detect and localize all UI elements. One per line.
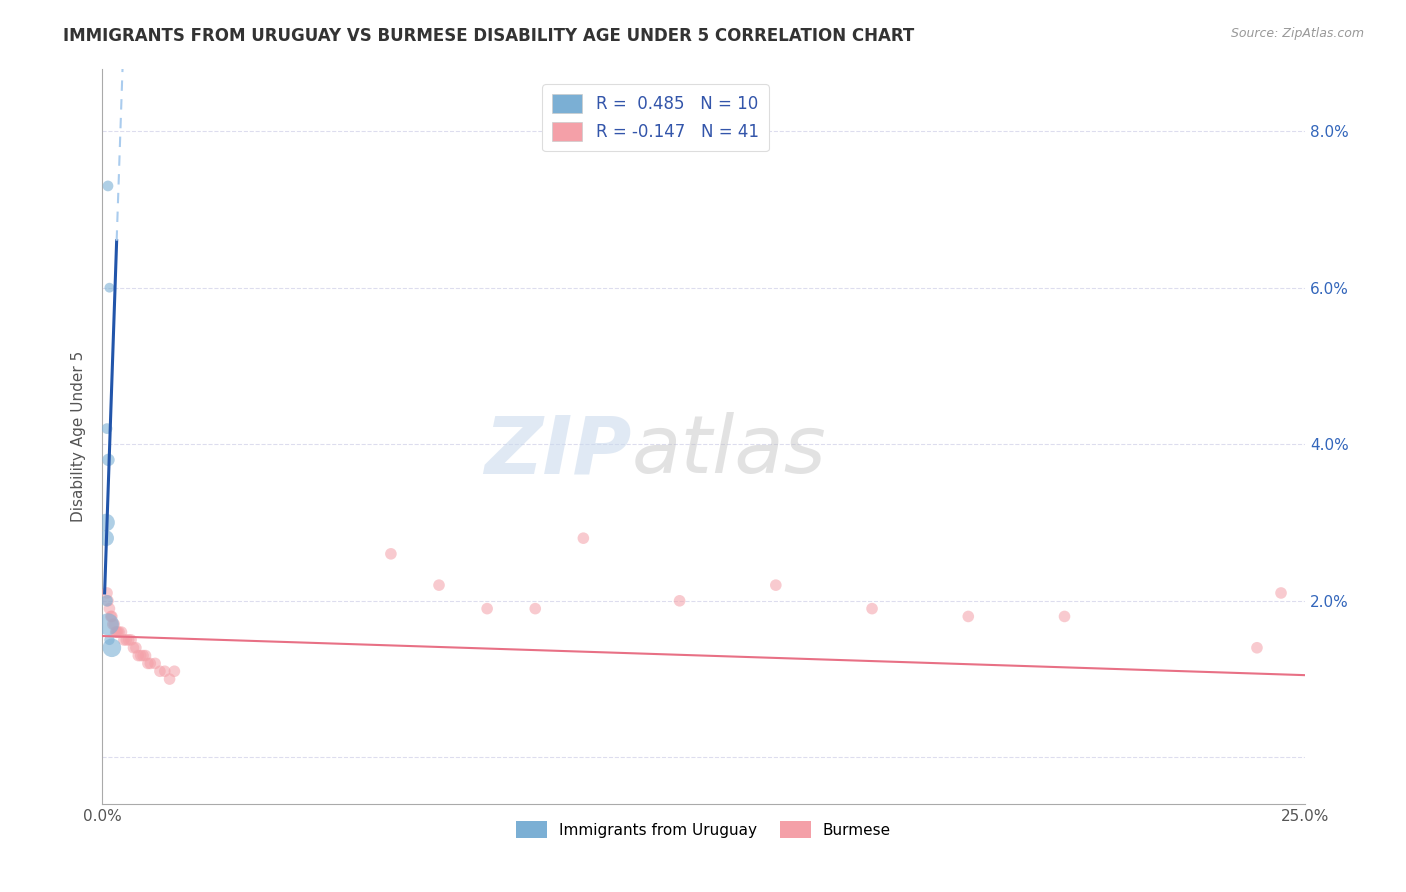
Text: ZIP: ZIP [484,412,631,490]
Point [957,609,980,624]
Point [110,625,132,640]
Point [97,453,120,467]
Point [380,547,402,561]
Point [94,516,117,530]
Point [103,617,125,632]
Point [149,665,172,679]
Point [127,648,149,663]
Point [98,632,121,647]
Legend: Immigrants from Uruguay, Burmese: Immigrants from Uruguay, Burmese [510,814,897,845]
Text: atlas: atlas [631,412,827,490]
Point [143,657,166,671]
Point [96,594,118,608]
Point [139,657,162,671]
Point [96,586,118,600]
Point [115,632,138,647]
Point [132,648,155,663]
Point [427,578,450,592]
Point [1246,640,1268,655]
Point [101,609,124,624]
Point [159,672,181,686]
Point [104,625,127,640]
Point [101,640,124,655]
Point [112,632,135,647]
Point [97,594,120,608]
Text: IMMIGRANTS FROM URUGUAY VS BURMESE DISABILITY AGE UNDER 5 CORRELATION CHART: IMMIGRANTS FROM URUGUAY VS BURMESE DISAB… [63,27,914,45]
Point [765,578,787,592]
Point [108,625,131,640]
Point [100,609,122,624]
Point [101,617,124,632]
Point [122,640,145,655]
Point [98,601,121,615]
Point [105,625,128,640]
Point [136,657,159,671]
Point [860,601,883,615]
Point [129,648,152,663]
Point [668,594,690,608]
Point [107,625,129,640]
Y-axis label: Disability Age Under 5: Disability Age Under 5 [72,351,86,522]
Point [96,421,118,435]
Point [94,531,117,545]
Point [524,601,547,615]
Point [125,640,148,655]
Point [572,531,595,545]
Point [1053,609,1076,624]
Point [134,648,156,663]
Point [475,601,498,615]
Text: Source: ZipAtlas.com: Source: ZipAtlas.com [1230,27,1364,40]
Point [98,281,121,295]
Point [118,632,141,647]
Point [97,178,120,193]
Point [97,617,120,632]
Point [163,665,186,679]
Point [153,665,176,679]
Point [120,632,142,647]
Point [1270,586,1292,600]
